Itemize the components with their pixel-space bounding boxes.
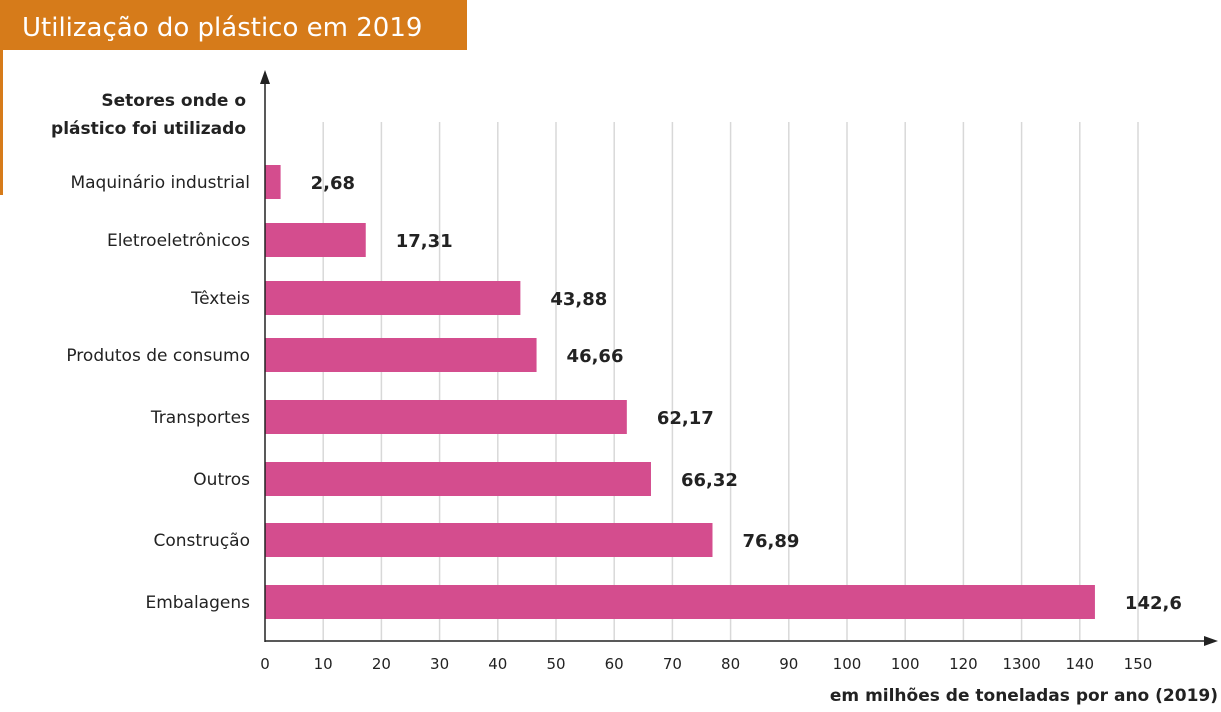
- title-accent-line: [0, 50, 3, 195]
- x-tick-label: 50: [546, 655, 565, 673]
- x-tick-label: 100: [891, 655, 920, 673]
- x-axis-label: em milhões de toneladas por ano (2019): [830, 686, 1218, 706]
- x-tick-label: 20: [372, 655, 391, 673]
- x-tick-label: 70: [663, 655, 682, 673]
- value-label: 17,31: [396, 231, 453, 252]
- value-label: 43,88: [550, 289, 607, 310]
- x-tick-label: 10: [314, 655, 333, 673]
- value-label: 62,17: [657, 408, 714, 429]
- x-tick-label: 120: [949, 655, 978, 673]
- x-tick-label: 0: [260, 655, 270, 673]
- y-axis-arrow: [260, 70, 270, 84]
- category-label: Construção: [154, 531, 251, 551]
- y-axis-label-line-2: plástico foi utilizado: [51, 119, 246, 139]
- bar: [265, 523, 713, 557]
- x-tick-label: 1300: [1003, 655, 1041, 673]
- x-tick-label: 140: [1065, 655, 1094, 673]
- bar: [265, 281, 521, 315]
- title-banner: [0, 0, 467, 50]
- x-tick-label: 90: [779, 655, 798, 673]
- chart-title: Utilização do plástico em 2019: [22, 13, 422, 43]
- x-tick-label: 100: [833, 655, 862, 673]
- bar: [265, 338, 537, 372]
- category-label: Têxteis: [190, 289, 250, 309]
- x-tick-label: 80: [721, 655, 740, 673]
- category-label: Outros: [193, 470, 250, 490]
- category-label: Transportes: [150, 408, 250, 428]
- value-label: 76,89: [742, 531, 799, 552]
- x-tick-label: 60: [605, 655, 624, 673]
- bar: [265, 585, 1095, 619]
- category-label: Produtos de consumo: [66, 346, 250, 366]
- x-tick-label: 30: [430, 655, 449, 673]
- value-label: 142,6: [1125, 593, 1182, 614]
- bar: [265, 462, 651, 496]
- y-axis-label-line-1: Setores onde o: [101, 91, 246, 111]
- value-label: 66,32: [681, 470, 738, 491]
- category-label: Maquinário industrial: [70, 173, 250, 193]
- bar: [265, 223, 366, 257]
- category-label: Eletroeletrônicos: [107, 231, 250, 251]
- category-label: Embalagens: [145, 593, 250, 613]
- value-label: 46,66: [567, 346, 624, 367]
- bar: [265, 400, 627, 434]
- x-tick-label: 150: [1124, 655, 1153, 673]
- bar: [265, 165, 281, 199]
- x-tick-label: 40: [488, 655, 507, 673]
- value-label: 2,68: [311, 173, 355, 194]
- x-axis-arrow: [1204, 636, 1218, 646]
